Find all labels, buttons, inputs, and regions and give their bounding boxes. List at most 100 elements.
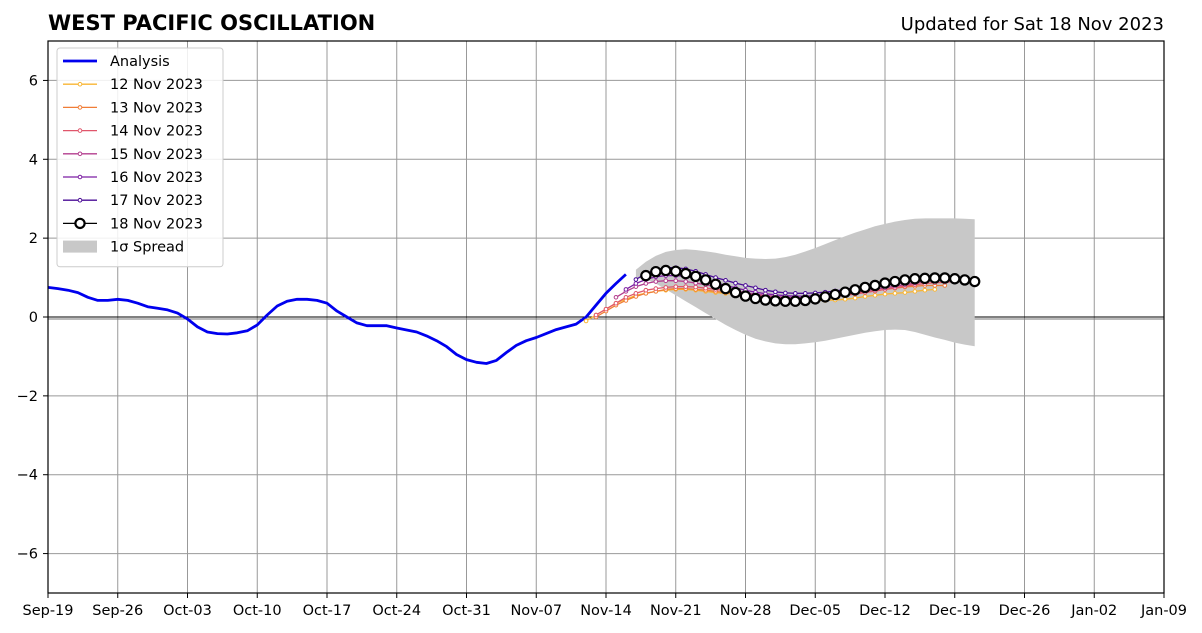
y-tick-label: 2 (29, 231, 38, 247)
forecast-point (959, 274, 971, 286)
forecast-point (849, 284, 861, 296)
series-point (663, 278, 669, 284)
y-tick-label: −4 (17, 468, 38, 484)
series-point (743, 283, 748, 288)
forecast-point (879, 277, 891, 289)
legend-label: 18 Nov 2023 (110, 216, 203, 232)
forecast-point (929, 272, 941, 284)
series-point (802, 291, 808, 296)
forecast-point (759, 294, 772, 306)
series-point (593, 312, 599, 318)
series-point (643, 287, 649, 293)
y-tick-label: −2 (17, 389, 38, 405)
series-point (643, 281, 649, 286)
series-point (603, 306, 609, 312)
series-point (683, 284, 689, 289)
series-point (613, 300, 619, 306)
forecast-point (769, 295, 782, 307)
series-point (862, 294, 868, 299)
series-point (763, 287, 768, 293)
legend-swatch (63, 240, 97, 253)
series-point (633, 281, 639, 286)
series-point (753, 285, 758, 291)
forecast-point (899, 274, 911, 286)
series-point (783, 290, 788, 296)
series-lines (47, 264, 981, 365)
y-tick-label: 4 (29, 152, 38, 168)
forecast-point (799, 294, 811, 307)
x-tick-label: Oct-10 (233, 603, 282, 619)
x-tick-label: Jan-09 (1140, 603, 1187, 619)
forecast-point (939, 272, 951, 284)
series-point (663, 285, 669, 290)
forecast-point (968, 275, 981, 288)
legend-marker (77, 81, 83, 87)
x-axis: Sep-19 Sep-26 Oct-03 Oct-10 Oct-17 Oct-24 Oct-… (22, 593, 1187, 619)
series-point (932, 287, 938, 292)
y-tick-label: 0 (29, 310, 38, 326)
series-point (882, 291, 888, 297)
spread-band (635, 218, 975, 347)
series-point (653, 279, 659, 284)
x-tick-label: Dec-26 (999, 603, 1051, 619)
legend-label: 12 Nov 2023 (110, 77, 203, 93)
series-point (633, 277, 639, 282)
series-point (922, 287, 928, 293)
legend-label: 14 Nov 2023 (110, 124, 203, 140)
forecast-point (809, 293, 821, 305)
chart-subtitle: Updated for Sat 18 Nov 2023 (901, 14, 1164, 35)
series-point (793, 291, 798, 296)
forecast-point (680, 267, 692, 280)
x-tick-label: Dec-12 (859, 603, 911, 619)
series-point (733, 280, 738, 286)
x-tick-label: Dec-05 (789, 603, 841, 619)
forecast-point (689, 270, 702, 283)
forecast-point (699, 274, 712, 286)
forecast-point (749, 292, 762, 305)
series-point (583, 318, 589, 324)
legend-marker (77, 174, 83, 180)
x-tick-label: Oct-24 (372, 603, 421, 619)
legend-box (56, 47, 224, 268)
series-point (852, 295, 858, 301)
forecast-point (909, 273, 921, 285)
legend-marker (77, 105, 83, 110)
series-point (842, 296, 848, 302)
legend: Analysis 12 Nov 2023 13 Nov 2023 14 Nov 202… (56, 47, 224, 268)
forecast-point (650, 265, 662, 278)
series-point (613, 294, 619, 300)
x-tick-label: Oct-31 (442, 603, 491, 619)
y-tick-label: 6 (29, 73, 38, 89)
forecast-point (779, 295, 792, 307)
legend-label: 17 Nov 2023 (110, 193, 203, 209)
forecast-point (919, 272, 931, 285)
forecast-point (839, 286, 851, 298)
series-point (683, 279, 689, 284)
forecast-point (729, 286, 742, 299)
series-point (673, 284, 679, 289)
forecast-point (739, 290, 752, 302)
series-point (693, 284, 698, 290)
series-point (872, 293, 878, 298)
spread-band-area (635, 218, 975, 347)
x-tick-label: Sep-19 (22, 603, 73, 619)
x-tick-label: Oct-17 (303, 603, 352, 619)
series-point (673, 278, 679, 284)
x-tick-label: Dec-19 (929, 603, 981, 619)
legend-marker (77, 128, 83, 133)
forecast-point (709, 278, 722, 290)
series-point (892, 291, 898, 296)
forecast-point (859, 281, 871, 294)
forecast-point (869, 279, 881, 292)
x-tick-label: Jan-02 (1070, 603, 1117, 619)
legend-marker (77, 197, 83, 203)
chart-title: WEST PACIFIC OSCILLATION (48, 11, 375, 35)
legend-label: 15 Nov 2023 (110, 147, 203, 163)
series-point (623, 294, 629, 300)
series-point (723, 278, 728, 283)
legend-label: Analysis (110, 54, 170, 70)
y-tick-label: −6 (17, 547, 38, 563)
forecast-point (819, 291, 831, 303)
series-point (633, 291, 639, 296)
